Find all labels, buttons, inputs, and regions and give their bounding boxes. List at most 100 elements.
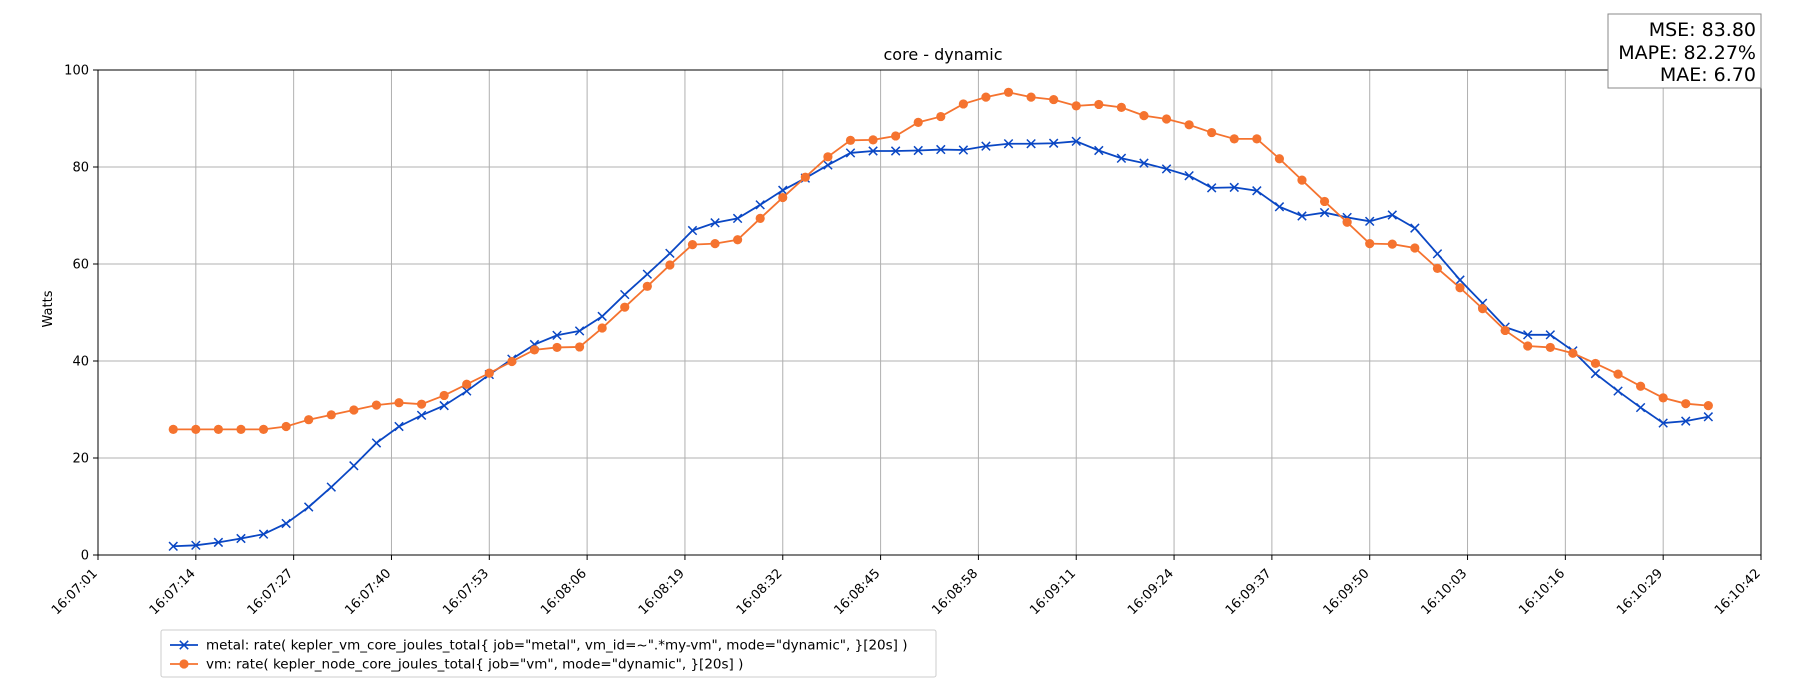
data-point	[778, 192, 788, 203]
data-point	[461, 386, 472, 396]
y-tick-label: 60	[72, 258, 89, 273]
data-point	[394, 398, 404, 408]
data-point	[642, 269, 653, 279]
data-point	[958, 145, 969, 155]
data-point	[1703, 412, 1714, 422]
data-point	[1568, 348, 1578, 358]
data-point	[258, 424, 269, 434]
legend-item-0: metal: rate( kepler_vm_core_joules_total…	[170, 638, 908, 654]
data-point	[642, 281, 652, 291]
data-point	[710, 239, 720, 249]
series-layer	[168, 87, 1714, 552]
data-point	[1116, 102, 1126, 112]
data-point	[552, 330, 562, 341]
data-point	[439, 390, 449, 401]
data-point	[1116, 153, 1127, 164]
data-point	[890, 146, 901, 156]
data-point	[710, 218, 720, 228]
legend-frame	[160, 629, 937, 678]
y-tick-label: 20	[72, 452, 89, 467]
data-point	[1319, 207, 1330, 218]
data-point	[1094, 99, 1104, 110]
data-point	[326, 410, 336, 420]
data-point	[687, 240, 698, 250]
data-point	[213, 424, 223, 434]
data-point	[936, 144, 946, 155]
data-point	[1365, 239, 1375, 249]
data-point	[281, 421, 291, 432]
data-point	[1500, 325, 1510, 336]
data-point	[936, 111, 946, 122]
stats-mae: MAE: 6.70	[1660, 64, 1756, 86]
data-point	[236, 424, 246, 434]
data-point	[484, 368, 494, 378]
data-point	[1229, 182, 1239, 193]
data-point	[845, 135, 856, 145]
data-point	[1139, 158, 1149, 168]
data-point	[1522, 330, 1533, 340]
y-axis: 0 20 40 60 80 100	[64, 64, 98, 564]
data-point	[1523, 341, 1533, 351]
data-point	[371, 438, 382, 448]
y-tick-label: 80	[72, 161, 89, 176]
data-point	[597, 323, 607, 333]
data-point	[1139, 110, 1149, 121]
data-point	[371, 400, 382, 410]
data-point	[326, 482, 337, 492]
legend-marker	[179, 659, 189, 669]
y-tick-label: 100	[64, 64, 89, 79]
data-point	[755, 213, 765, 224]
data-point	[1048, 138, 1059, 148]
stats-mape: MAPE: 82.27%	[1618, 42, 1756, 64]
data-point	[778, 185, 788, 196]
series-0	[168, 136, 1714, 552]
data-point	[416, 410, 427, 421]
legend-item-1: vm: rate( kepler_node_core_joules_total{…	[170, 657, 743, 673]
data-point	[1590, 368, 1601, 379]
data-point	[1658, 393, 1668, 403]
data-point	[1455, 283, 1465, 293]
data-point	[800, 172, 810, 182]
data-point	[1613, 386, 1623, 396]
legend-label: vm: rate( kepler_node_core_joules_total{…	[206, 657, 743, 673]
data-point	[913, 117, 923, 127]
legend: metal: rate( kepler_vm_core_joules_total…	[160, 629, 937, 678]
data-point	[620, 302, 630, 312]
data-point	[574, 326, 585, 336]
data-point	[597, 311, 607, 322]
data-point	[304, 415, 314, 425]
data-point	[281, 518, 291, 529]
plot-frame	[97, 69, 1762, 556]
data-point	[1342, 217, 1352, 227]
data-point	[1003, 138, 1014, 149]
data-point	[1026, 92, 1036, 102]
data-point	[665, 260, 675, 270]
data-point	[1274, 154, 1285, 164]
data-point	[529, 345, 540, 355]
data-point	[823, 152, 833, 162]
data-point	[574, 342, 585, 352]
data-point	[958, 99, 968, 109]
chart-title: core - dynamic	[884, 45, 1003, 64]
data-point	[1319, 196, 1330, 207]
data-point	[191, 540, 201, 551]
data-point	[168, 541, 178, 552]
data-point	[1274, 202, 1285, 212]
data-point	[349, 405, 359, 415]
y-tick-label: 0	[81, 549, 89, 564]
data-point	[1003, 87, 1014, 97]
data-point	[823, 160, 833, 170]
data-point	[981, 92, 991, 102]
data-point	[349, 461, 359, 471]
data-point	[191, 424, 201, 434]
data-point	[1432, 263, 1443, 273]
data-point	[733, 235, 743, 245]
legend-marker	[179, 640, 189, 650]
stats-box: MSE: 83.80 MAPE: 82.27% MAE: 6.70	[1607, 13, 1762, 89]
data-point	[891, 131, 901, 141]
data-point	[665, 248, 675, 259]
data-point	[1049, 94, 1059, 105]
data-point	[868, 135, 878, 145]
data-point	[1455, 275, 1465, 285]
